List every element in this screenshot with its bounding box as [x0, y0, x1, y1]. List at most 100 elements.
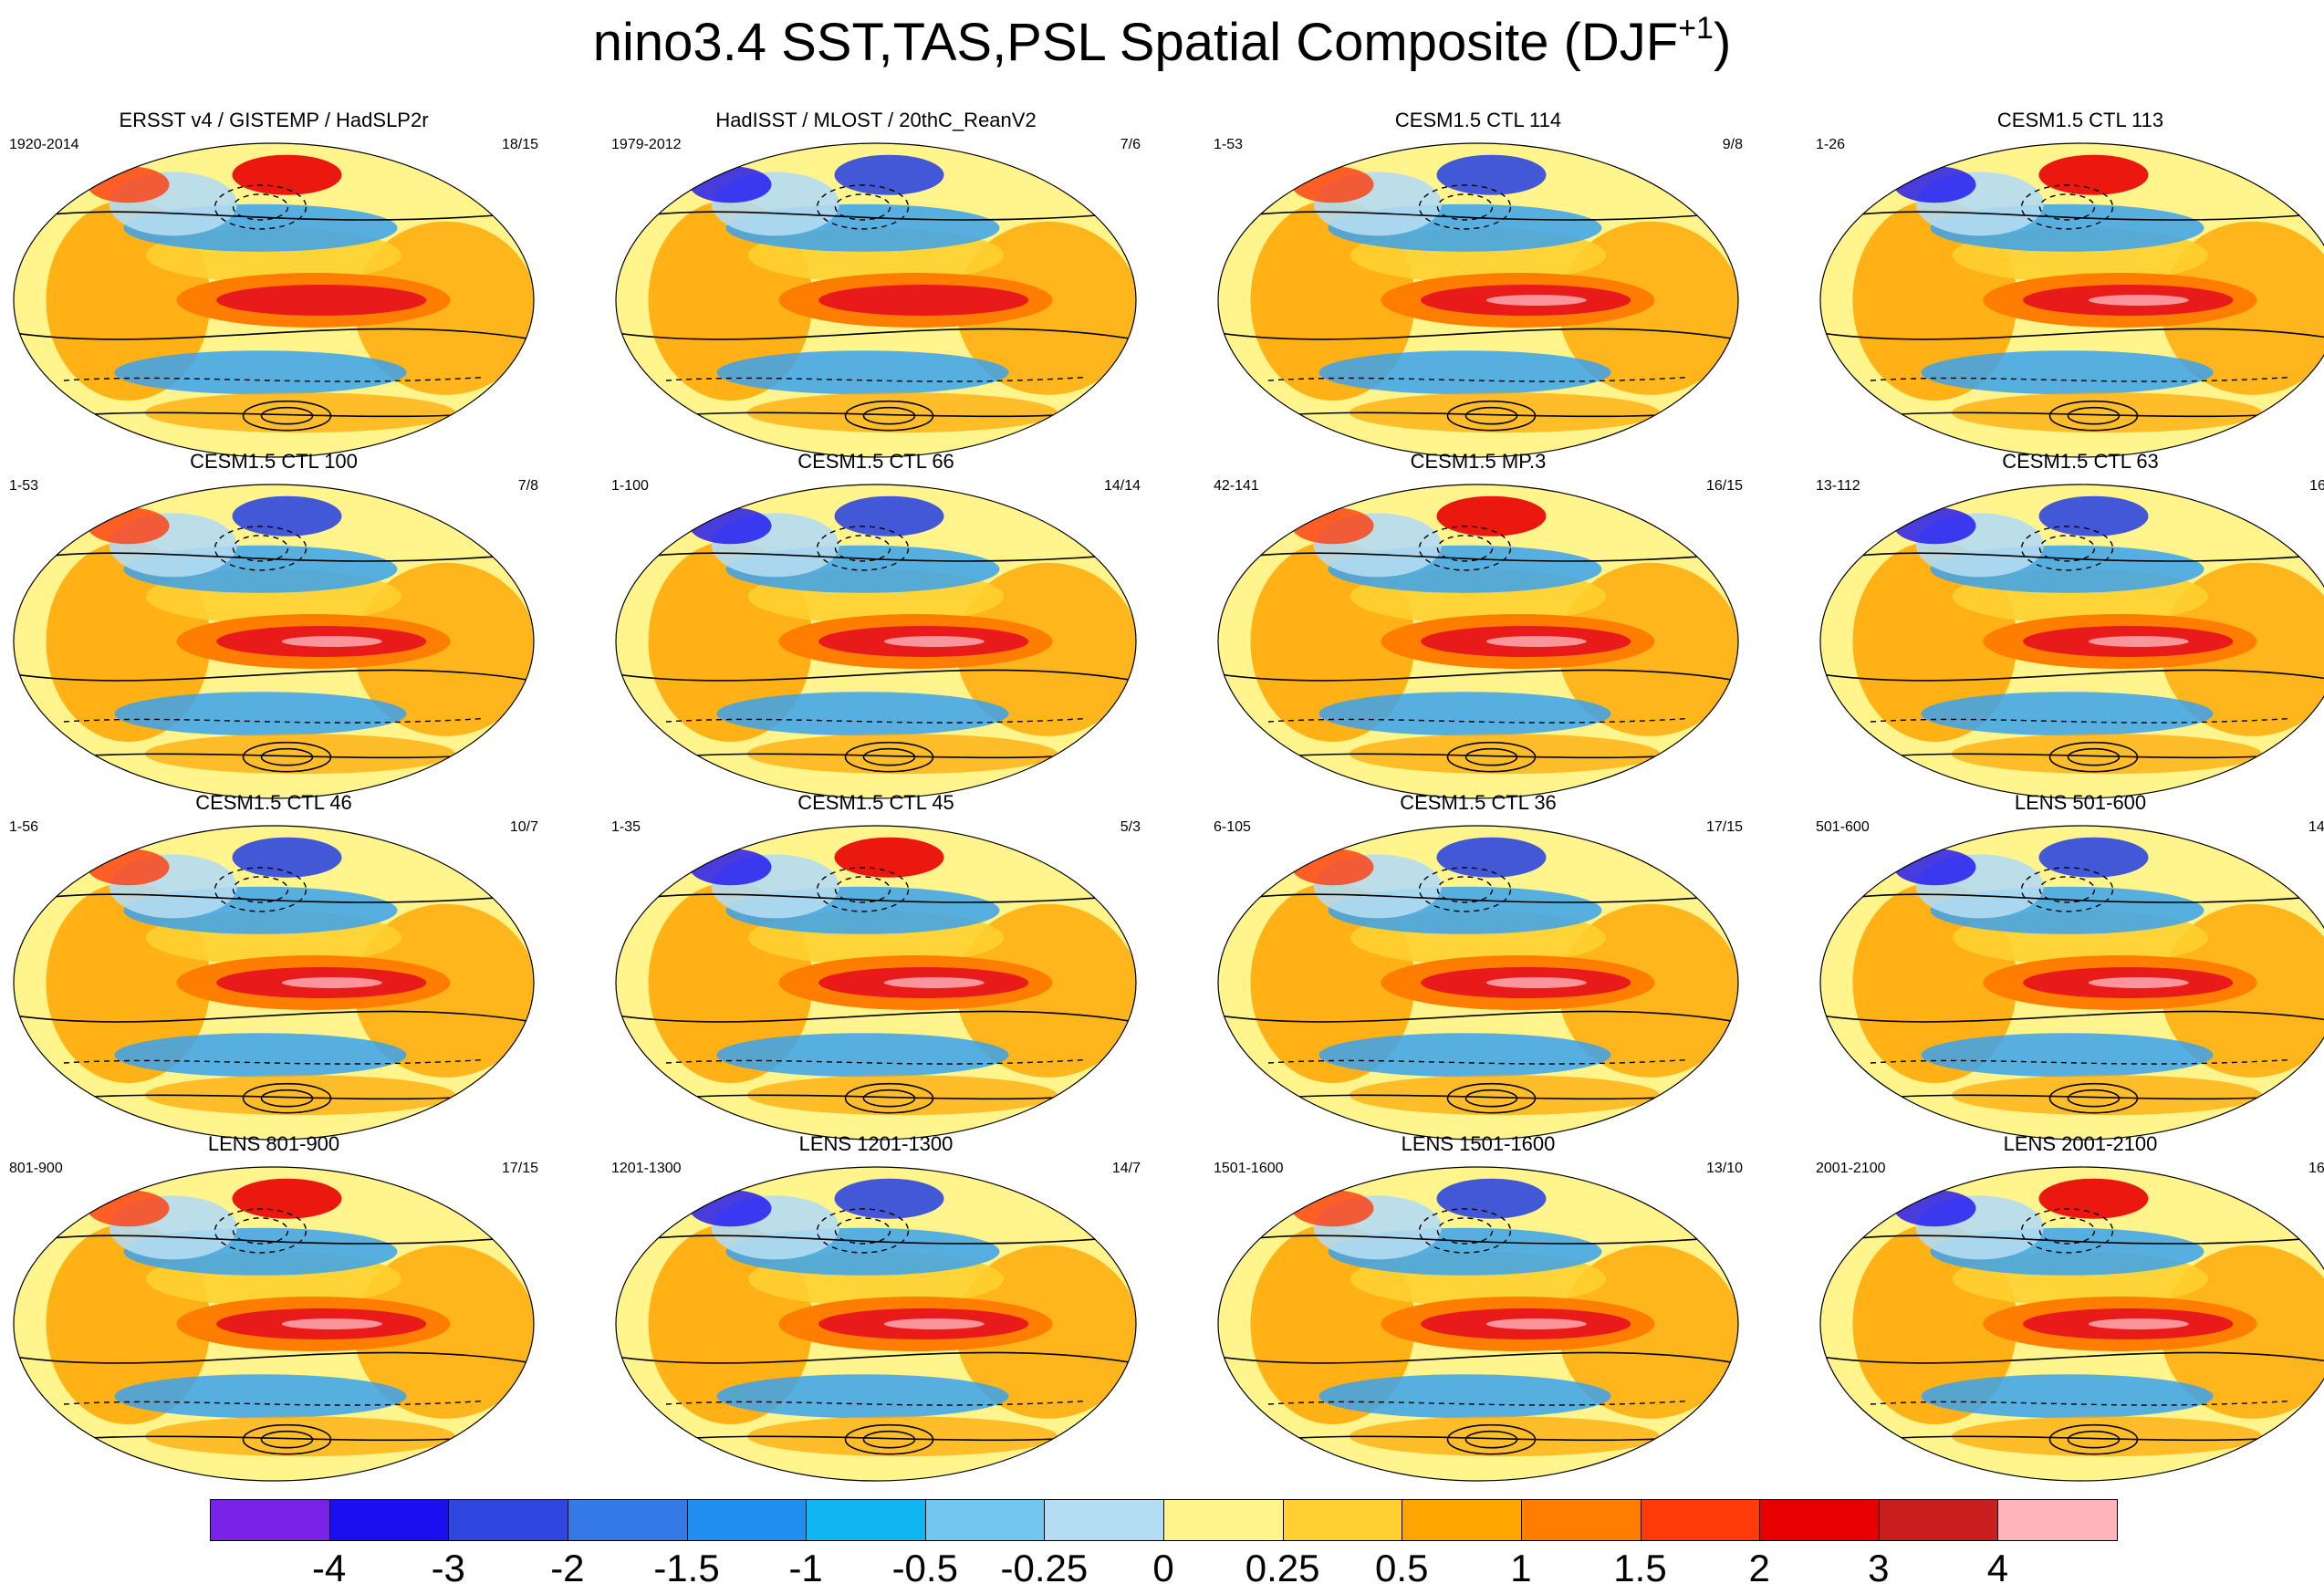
colorbar-tick-label: 0.5	[1375, 1547, 1429, 1589]
global-map	[13, 484, 535, 799]
colorbar-box	[567, 1499, 688, 1541]
panel-count: 13/10	[1705, 1161, 1743, 1176]
panel-count: 5/3	[1120, 819, 1141, 835]
global-map	[1217, 1166, 1739, 1482]
colorbar-box	[1282, 1499, 1403, 1541]
panel-count: 14/7	[1111, 1161, 1141, 1176]
colorbar-tick-label: -1	[788, 1547, 823, 1589]
panel-title: LENS 501-600	[2014, 791, 2147, 814]
panel-count: 7/8	[517, 478, 538, 494]
panel-title: LENS 801-900	[207, 1132, 340, 1155]
map-panel: CESM1.5 MP.3 42-141 16/15	[1204, 449, 1752, 814]
panel-count: 14/14	[1103, 478, 1141, 494]
map-panel: ERSST v4 / GISTEMP / HadSLP2r 1920-2014 18…	[0, 108, 547, 473]
map-panel: LENS 501-600 501-600 14/13	[1807, 790, 2324, 1155]
colorbar-box	[1759, 1499, 1880, 1541]
map-panel: CESM1.5 CTL 114 1-53 9/8	[1204, 108, 1752, 473]
panel-count: 9/8	[1722, 137, 1743, 152]
colorbar-box	[448, 1499, 568, 1541]
panel-title: LENS 1501-1600	[1401, 1132, 1556, 1155]
panel-count: 17/15	[1705, 819, 1743, 835]
panel-title: CESM1.5 CTL 100	[190, 450, 358, 473]
colorbar-box	[1520, 1499, 1641, 1541]
panel-count: 17/15	[501, 1161, 538, 1176]
panel-years: 1-53	[9, 478, 39, 494]
panel-count: 10/7	[509, 819, 538, 835]
map-panel: LENS 1501-1600 1501-1600 13/10	[1204, 1131, 1752, 1496]
colorbar-box	[924, 1499, 1046, 1541]
panel-title: LENS 1201-1300	[798, 1132, 954, 1155]
map-panel: LENS 2001-2100 2001-2100 16/14	[1807, 1131, 2324, 1496]
global-map	[615, 825, 1137, 1141]
colorbar-tick-label: -4	[311, 1547, 347, 1589]
map-panel: LENS 801-900 801-900 17/15	[0, 1131, 547, 1496]
global-map	[13, 142, 535, 458]
map-panel: CESM1.5 CTL 46 1-56 10/7	[0, 790, 547, 1155]
colorbar-box	[1402, 1499, 1522, 1541]
panel-years: 1-53	[1214, 137, 1244, 152]
panel-title: CESM1.5 CTL 45	[797, 791, 954, 814]
colorbar-box	[1640, 1499, 1761, 1541]
map-panel: CESM1.5 CTL 36 6-105 17/15	[1204, 790, 1752, 1155]
global-map	[1819, 142, 2324, 458]
panel-years: 1920-2014	[9, 137, 79, 152]
global-map	[615, 1166, 1137, 1482]
map-panel: CESM1.5 CTL 63 13-112 16/11	[1807, 449, 2324, 814]
panel-years: 13-112	[1816, 478, 1860, 494]
panel-count: 7/6	[1120, 137, 1141, 152]
panel-title: HadISST / MLOST / 20thC_ReanV2	[715, 109, 1037, 131]
panel-years: 2001-2100	[1816, 1161, 1886, 1176]
map-panel: LENS 1201-1300 1201-1300 14/7	[602, 1131, 1150, 1496]
colorbar-tick-label: -0.5	[891, 1547, 958, 1589]
panel-count: 14/13	[2308, 819, 2324, 835]
colorbar-tick-label: -3	[431, 1547, 465, 1589]
colorbar-tick-label: 0	[1152, 1547, 1174, 1589]
panel-title: ERSST v4 / GISTEMP / HadSLP2r	[119, 109, 429, 131]
panel-title: CESM1.5 CTL 66	[797, 450, 954, 473]
panel-title: CESM1.5 CTL 113	[1996, 109, 2164, 131]
panel-years: 501-600	[1816, 819, 1870, 835]
panel-years: 1-56	[9, 819, 39, 835]
panel-title: CESM1.5 CTL 36	[1400, 791, 1557, 814]
panel-years: 6-105	[1214, 819, 1251, 835]
colorbar-tick-label: 0.25	[1245, 1547, 1320, 1589]
global-map	[1819, 484, 2324, 799]
global-map	[1217, 142, 1739, 458]
global-map	[1819, 825, 2324, 1141]
global-map	[1217, 484, 1739, 799]
panel-count: 18/15	[501, 137, 538, 152]
map-panel: CESM1.5 CTL 100 1-53 7/8	[0, 449, 547, 814]
panel-count: 16/15	[1705, 478, 1743, 494]
colorbar	[210, 1499, 2118, 1543]
panel-title: CESM1.5 CTL 46	[195, 791, 352, 814]
colorbar-tick-label: 4	[1986, 1547, 2009, 1589]
map-panel: CESM1.5 CTL 66 1-100 14/14	[602, 449, 1150, 814]
colorbar-box	[806, 1499, 926, 1541]
colorbar-box	[686, 1499, 808, 1541]
colorbar-tick-label: -0.25	[1000, 1547, 1089, 1589]
colorbar-tick-label: 3	[1868, 1547, 1890, 1589]
panel-title: CESM1.5 MP.3	[1410, 450, 1547, 473]
panel-years: 1-26	[1816, 137, 1846, 152]
colorbar-box	[328, 1499, 450, 1541]
global-map	[13, 825, 535, 1141]
panel-count: 16/14	[2308, 1161, 2324, 1176]
panel-title: CESM1.5 CTL 63	[2002, 450, 2159, 473]
panel-count: 16/11	[2309, 478, 2324, 494]
map-panel: CESM1.5 CTL 45 1-35 5/3	[602, 790, 1150, 1155]
colorbar-tick-label: 2	[1748, 1547, 1770, 1589]
panel-years: 42-141	[1214, 478, 1259, 494]
panel-years: 1-100	[611, 478, 649, 494]
colorbar-box	[1997, 1499, 2118, 1541]
panel-years: 1501-1600	[1214, 1161, 1284, 1176]
colorbar-box	[1163, 1499, 1284, 1541]
colorbar-tick-label: -1.5	[653, 1547, 720, 1589]
colorbar-box	[1878, 1499, 1999, 1541]
colorbar-tick-label: 1	[1510, 1547, 1532, 1589]
global-map	[13, 1166, 535, 1482]
global-map	[1217, 825, 1739, 1141]
panel-years: 1979-2012	[611, 137, 682, 152]
colorbar-box	[1044, 1499, 1164, 1541]
global-map	[615, 142, 1137, 458]
